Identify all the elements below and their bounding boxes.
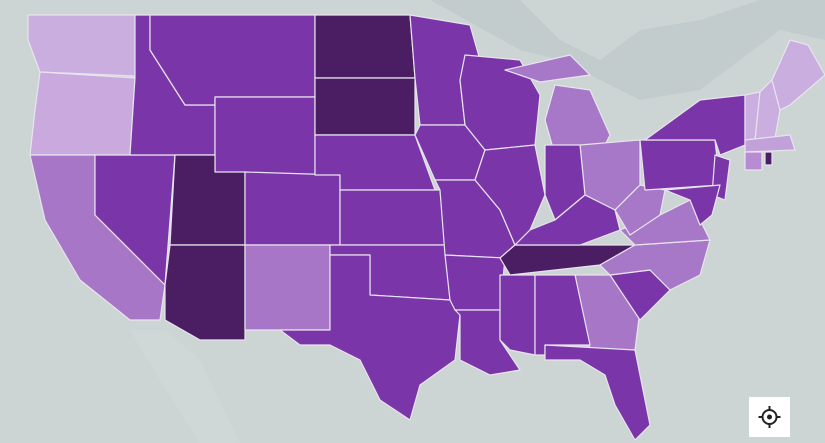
state[interactable]: [314, 77, 416, 136]
state[interactable]: [771, 39, 825, 111]
great-lakes-region: [430, 0, 825, 100]
state[interactable]: [29, 71, 136, 156]
state[interactable]: [754, 79, 781, 141]
state[interactable]: [499, 274, 536, 356]
baja: [130, 330, 240, 443]
state[interactable]: [514, 194, 621, 246]
state[interactable]: [444, 254, 506, 311]
state[interactable]: [164, 244, 246, 341]
state[interactable]: [314, 14, 416, 79]
state[interactable]: [544, 344, 651, 441]
state[interactable]: [27, 14, 136, 77]
state[interactable]: [279, 254, 461, 421]
state[interactable]: [744, 151, 763, 171]
states: [27, 14, 825, 441]
state[interactable]: [244, 244, 331, 331]
state[interactable]: [244, 171, 341, 246]
state[interactable]: [339, 189, 446, 246]
locate-button[interactable]: [749, 397, 790, 437]
state[interactable]: [639, 139, 721, 191]
state[interactable]: [504, 54, 591, 83]
locate-icon-dot: [767, 414, 772, 420]
state[interactable]: [214, 96, 316, 176]
state[interactable]: [764, 151, 773, 166]
locate-icon-ticks: [758, 406, 781, 428]
state[interactable]: [614, 184, 666, 236]
state[interactable]: [664, 184, 721, 226]
state[interactable]: [744, 134, 796, 153]
